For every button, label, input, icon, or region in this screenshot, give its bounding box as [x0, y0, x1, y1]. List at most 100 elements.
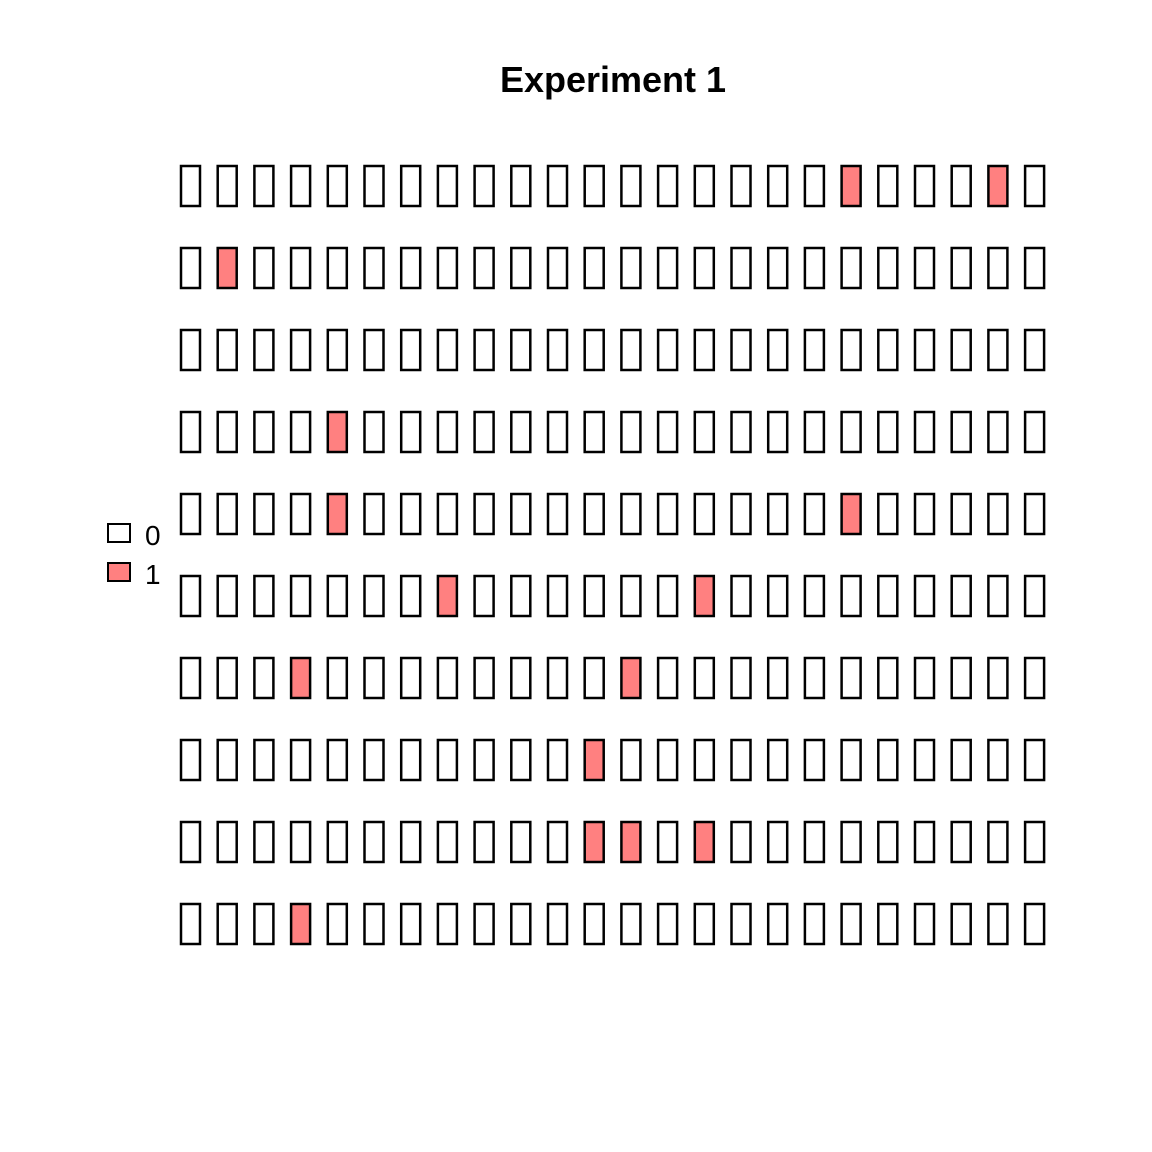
cell-r2-c17	[766, 246, 789, 290]
cell-r3-c24	[1023, 328, 1046, 372]
cell-r1-c3	[253, 164, 275, 208]
cell-r6-c22	[950, 574, 972, 618]
cell-r1-c17	[766, 164, 789, 208]
cell-r4-c13	[620, 410, 642, 454]
cell-r7-c16	[730, 656, 752, 700]
cell-r4-c15	[693, 410, 716, 454]
cell-r7-c23	[987, 656, 1009, 700]
cell-r2-c13	[620, 246, 642, 290]
cell-r3-c22	[950, 328, 972, 372]
cell-r6-c24	[1023, 574, 1046, 618]
cell-r5-c14	[656, 492, 679, 536]
cell-r8-c20	[877, 738, 899, 782]
cell-r2-c9	[473, 246, 495, 290]
cell-r2-c2	[216, 246, 238, 290]
cell-r10-c21	[913, 902, 936, 946]
cell-r5-c9	[473, 492, 495, 536]
cell-r8-c9	[473, 738, 495, 782]
cell-r9-c8	[436, 820, 459, 864]
cell-r1-c7	[399, 164, 422, 208]
cell-r8-c18	[803, 738, 826, 782]
cell-r5-c22	[950, 492, 972, 536]
cell-r6-c4	[289, 574, 312, 618]
cell-r2-c24	[1023, 246, 1046, 290]
cell-r2-c18	[803, 246, 826, 290]
cell-r3-c21	[913, 328, 936, 372]
cell-r4-c5	[326, 410, 349, 454]
cell-r1-c22	[950, 164, 972, 208]
cell-r10-c14	[656, 902, 679, 946]
cell-r7-c8	[436, 656, 459, 700]
cell-r2-c20	[877, 246, 899, 290]
cell-r8-c19	[840, 738, 862, 782]
cell-r2-c8	[436, 246, 459, 290]
cell-r5-c15	[693, 492, 716, 536]
cell-r1-c16	[730, 164, 752, 208]
cell-r2-c19	[840, 246, 862, 290]
cell-r9-c17	[766, 820, 789, 864]
cell-r8-c3	[253, 738, 275, 782]
cell-r10-c13	[620, 902, 642, 946]
cell-r6-c3	[253, 574, 275, 618]
cell-r9-c7	[399, 820, 422, 864]
cell-r8-c13	[620, 738, 642, 782]
cell-r3-c8	[436, 328, 459, 372]
cell-r7-c14	[656, 656, 679, 700]
cell-r1-c11	[546, 164, 569, 208]
cell-r7-c20	[877, 656, 899, 700]
cell-r6-c2	[216, 574, 238, 618]
cell-r4-c24	[1023, 410, 1046, 454]
cell-r9-c23	[987, 820, 1009, 864]
cell-r8-c23	[987, 738, 1009, 782]
cell-r3-c9	[473, 328, 495, 372]
cell-r6-c5	[326, 574, 349, 618]
legend-label-0: 0	[145, 520, 161, 551]
cell-r10-c8	[436, 902, 459, 946]
cell-r9-c19	[840, 820, 862, 864]
cell-r10-c23	[987, 902, 1009, 946]
cell-r4-c16	[730, 410, 752, 454]
cell-r6-c17	[766, 574, 789, 618]
cell-r5-c24	[1023, 492, 1046, 536]
cell-r4-c2	[216, 410, 238, 454]
cell-r8-c12	[583, 738, 605, 782]
cell-r7-c17	[766, 656, 789, 700]
cell-r8-c15	[693, 738, 716, 782]
cell-r4-c8	[436, 410, 459, 454]
cell-r7-c7	[399, 656, 422, 700]
cell-r3-c20	[877, 328, 899, 372]
cell-r10-c1	[179, 902, 202, 946]
cell-r2-c10	[510, 246, 532, 290]
cell-r5-c5	[326, 492, 349, 536]
cell-r10-c12	[583, 902, 605, 946]
cell-r6-c18	[803, 574, 826, 618]
cell-r3-c5	[326, 328, 349, 372]
cell-r5-c16	[730, 492, 752, 536]
cell-r1-c23	[987, 164, 1009, 208]
cell-r1-c8	[436, 164, 459, 208]
cell-r10-c20	[877, 902, 899, 946]
cell-r9-c18	[803, 820, 826, 864]
cell-r7-c19	[840, 656, 862, 700]
cell-r6-c20	[877, 574, 899, 618]
cell-grid	[179, 164, 1046, 946]
cell-r8-c6	[363, 738, 385, 782]
cell-r8-c16	[730, 738, 752, 782]
cell-r2-c6	[363, 246, 385, 290]
cell-r2-c1	[179, 246, 202, 290]
cell-r3-c6	[363, 328, 385, 372]
cell-r6-c9	[473, 574, 495, 618]
cell-r5-c1	[179, 492, 202, 536]
cell-r10-c22	[950, 902, 972, 946]
cell-r4-c18	[803, 410, 826, 454]
cell-r5-c10	[510, 492, 532, 536]
cell-r9-c1	[179, 820, 202, 864]
cell-r9-c24	[1023, 820, 1046, 864]
cell-r5-c8	[436, 492, 459, 536]
cell-r4-c12	[583, 410, 605, 454]
legend-label-1: 1	[145, 559, 161, 590]
cell-r7-c18	[803, 656, 826, 700]
cell-r6-c12	[583, 574, 605, 618]
cell-r4-c3	[253, 410, 275, 454]
